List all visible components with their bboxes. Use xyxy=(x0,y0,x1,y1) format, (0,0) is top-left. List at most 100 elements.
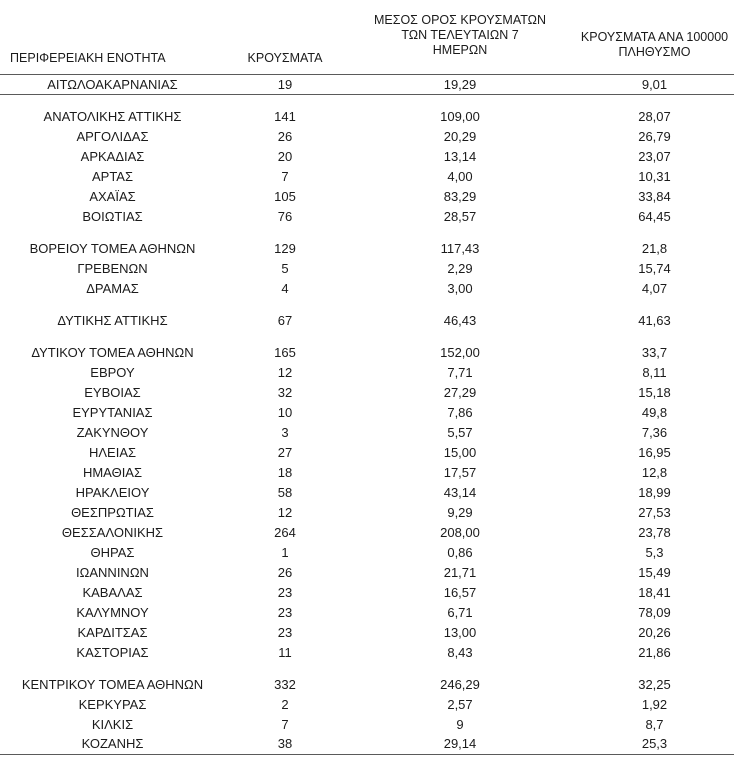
cell-per_100k: 12,8 xyxy=(641,464,668,480)
table-row: ΔΥΤΙΚΗΣ ΑΤΤΙΚΗΣ 67 46,43 41,63 xyxy=(0,310,734,330)
table-row: ΒΟΙΩΤΙΑΣ 76 28,57 64,45 xyxy=(0,206,734,226)
cell-per_100k: 25,3 xyxy=(641,736,668,752)
cell-cases: 3 xyxy=(281,424,289,440)
cell-cases: 23 xyxy=(277,624,293,640)
cell-per_100k: 15,49 xyxy=(638,564,671,580)
cell-avg_7day: 43,14 xyxy=(443,484,477,500)
table-row: ΗΜΑΘΙΑΣ 18 17,57 12,8 xyxy=(0,462,734,482)
group-spacer xyxy=(0,94,734,106)
cell-per_100k: 15,74 xyxy=(638,260,671,276)
table-row: ΘΕΣΠΡΩΤΙΑΣ 12 9,29 27,53 xyxy=(0,502,734,522)
table-row: ΑΡΤΑΣ 7 4,00 10,31 xyxy=(0,166,734,186)
table-row: ΑΙΤΩΛΟΑΚΑΡΝΑΝΙΑΣ 19 19,29 9,01 xyxy=(0,74,734,95)
table-row: ΑΡΚΑΔΙΑΣ 20 13,14 23,07 xyxy=(0,146,734,166)
cell-region: ΕΥΒΟΙΑΣ xyxy=(84,384,141,400)
cell-avg_7day: 27,29 xyxy=(443,384,477,400)
cell-region: ΓΡΕΒΕΝΩΝ xyxy=(77,260,148,276)
cell-cases: 76 xyxy=(277,208,293,224)
cell-region: ΑΡΓΟΛΙΔΑΣ xyxy=(76,128,149,144)
cell-avg_7day: 152,00 xyxy=(440,344,480,360)
cell-cases: 7 xyxy=(281,716,289,732)
cell-avg_7day: 2,57 xyxy=(447,696,473,712)
cell-per_100k: 10,31 xyxy=(638,168,671,184)
cell-per_100k: 4,07 xyxy=(641,280,668,296)
cell-region: ΔΡΑΜΑΣ xyxy=(86,280,139,296)
cell-region: ΑΡΚΑΔΙΑΣ xyxy=(80,148,145,164)
cell-cases: 67 xyxy=(277,312,293,328)
cell-region: ΘΕΣΣΑΛΟΝΙΚΗΣ xyxy=(61,524,164,540)
column-header-region: ΠΕΡΙΦΕΡΕΙΑΚΗ ΕΝΟΤΗΤΑ xyxy=(0,2,225,75)
cell-region: ΚΕΡΚΥΡΑΣ xyxy=(78,696,147,712)
table-row: ΕΥΒΟΙΑΣ 32 27,29 15,18 xyxy=(0,382,734,402)
cell-region: ΘΗΡΑΣ xyxy=(90,544,135,560)
table-row: ΚΟΖΑΝΗΣ 38 29,14 25,3 xyxy=(0,734,734,754)
header-row: ΠΕΡΙΦΕΡΕΙΑΚΗ ΕΝΟΤΗΤΑ ΚΡΟΥΣΜΑΤΑ ΜΕΣΟΣ ΟΡΟ… xyxy=(0,2,734,75)
cell-region: ΚΟΖΑΝΗΣ xyxy=(81,736,144,752)
cell-per_100k: 23,07 xyxy=(638,148,671,164)
cell-avg_7day: 29,14 xyxy=(443,736,477,752)
cell-avg_7day: 9 xyxy=(456,716,464,732)
cell-region: ΚΑΛΥΜΝΟΥ xyxy=(76,604,149,620)
cell-avg_7day: 8,43 xyxy=(447,644,473,660)
cell-avg_7day: 21,71 xyxy=(443,564,477,580)
cell-region: ΙΩΑΝΝΙΝΩΝ xyxy=(76,564,149,580)
cell-cases: 18 xyxy=(277,464,293,480)
cell-region: ΑΙΤΩΛΟΑΚΑΡΝΑΝΙΑΣ xyxy=(0,74,225,95)
cell-per_100k: 41,63 xyxy=(638,312,671,328)
table-row: ΓΡΕΒΕΝΩΝ 5 2,29 15,74 xyxy=(0,258,734,278)
cell-avg_7day: 17,57 xyxy=(443,464,477,480)
cell-avg_7day: 46,43 xyxy=(443,312,477,328)
table-row: ΙΩΑΝΝΙΝΩΝ 26 21,71 15,49 xyxy=(0,562,734,582)
cell-cases: 141 xyxy=(274,108,296,124)
cell-per_100k: 15,18 xyxy=(638,384,671,400)
cell-per_100k: 8,7 xyxy=(645,716,664,732)
cell-avg_7day: 6,71 xyxy=(447,604,473,620)
cell-per_100k: 18,41 xyxy=(638,584,671,600)
table-row: ΗΛΕΙΑΣ 27 15,00 16,95 xyxy=(0,442,734,462)
cell-region: ΚΑΒΑΛΑΣ xyxy=(82,584,143,600)
cell-per_100k: 32,25 xyxy=(638,676,671,692)
table-row: ΖΑΚΥΝΘΟΥ 3 5,57 7,36 xyxy=(0,422,734,442)
cell-avg_7day: 109,00 xyxy=(440,108,480,124)
cell-cases: 27 xyxy=(277,444,293,460)
cell-avg_7day: 4,00 xyxy=(447,168,473,184)
cell-per_100k: 9,01 xyxy=(575,74,734,95)
cell-avg_7day: 2,29 xyxy=(447,260,473,276)
cell-region: ΑΡΤΑΣ xyxy=(91,168,134,184)
cell-cases: 11 xyxy=(278,644,292,660)
cell-per_100k: 64,45 xyxy=(638,208,671,224)
cell-cases: 12 xyxy=(277,504,293,520)
cell-cases: 7 xyxy=(281,168,289,184)
cell-per_100k: 26,79 xyxy=(638,128,671,144)
table-header: ΠΕΡΙΦΕΡΕΙΑΚΗ ΕΝΟΤΗΤΑ ΚΡΟΥΣΜΑΤΑ ΜΕΣΟΣ ΟΡΟ… xyxy=(0,2,734,75)
cell-cases: 1 xyxy=(281,544,289,560)
cell-region: ΚΑΣΤΟΡΙΑΣ xyxy=(76,644,149,660)
cell-per_100k: 27,53 xyxy=(638,504,671,520)
spacer-cell xyxy=(0,662,734,674)
column-header-cases: ΚΡΟΥΣΜΑΤΑ xyxy=(225,2,345,75)
cell-per_100k: 16,95 xyxy=(638,444,671,460)
table-row: ΚΕΡΚΥΡΑΣ 2 2,57 1,92 xyxy=(0,694,734,714)
cell-avg_7day: 208,00 xyxy=(440,524,480,540)
cell-cases: 32 xyxy=(277,384,293,400)
table-row: ΚΑΒΑΛΑΣ 23 16,57 18,41 xyxy=(0,582,734,602)
cell-region: ΚΑΡΔΙΤΣΑΣ xyxy=(77,624,148,640)
table-row: ΑΧΑΪΑΣ 105 83,29 33,84 xyxy=(0,186,734,206)
cell-avg_7day: 7,71 xyxy=(447,364,473,380)
cell-avg_7day: 3,00 xyxy=(447,280,473,296)
cell-per_100k: 49,8 xyxy=(641,404,668,420)
column-header-per-100k: ΚΡΟΥΣΜΑΤΑ ΑΝΑ 100000 ΠΛΗΘΥΣΜΟ xyxy=(575,2,734,75)
cell-cases: 26 xyxy=(277,564,293,580)
cell-avg_7day: 7,86 xyxy=(447,404,473,420)
table-row: ΕΒΡΟΥ 12 7,71 8,11 xyxy=(0,362,734,382)
cell-per_100k: 33,84 xyxy=(638,188,671,204)
table-row: ΘΕΣΣΑΛΟΝΙΚΗΣ 264 208,00 23,78 xyxy=(0,522,734,542)
cell-region: ΚΙΛΚΙΣ xyxy=(91,716,134,732)
cell-per_100k: 18,99 xyxy=(638,484,671,500)
cell-avg_7day: 19,29 xyxy=(345,74,575,95)
cell-per_100k: 28,07 xyxy=(638,108,671,124)
group-spacer xyxy=(0,298,734,310)
cell-cases: 20 xyxy=(277,148,293,164)
cell-per_100k: 7,36 xyxy=(641,424,668,440)
